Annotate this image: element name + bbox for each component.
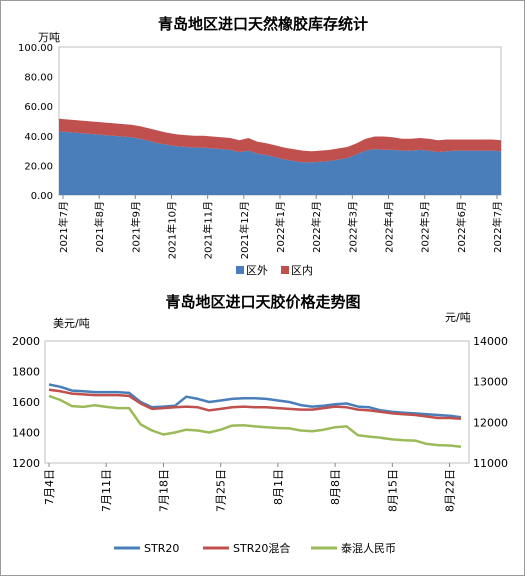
stock-chart: 青岛地区进口天然橡胶库存统计 万吨 0.00 20.00 40.00 60.00 80.… bbox=[18, 15, 504, 277]
stock-y-tick-label: 100.00 bbox=[18, 43, 53, 54]
price-legend-label: STR20 bbox=[144, 542, 179, 555]
price-y-tick-label: 2000 bbox=[12, 335, 40, 348]
price-chart-left-unit: 美元/吨 bbox=[53, 317, 90, 330]
price-y-tick-label: 1200 bbox=[12, 457, 40, 470]
stock-x-tick-label: 2021年10月 bbox=[166, 201, 179, 259]
stock-chart-y-unit: 万吨 bbox=[38, 31, 60, 44]
price-legend-label: 泰混人民币 bbox=[341, 541, 396, 555]
stock-y-tick-label: 20.00 bbox=[24, 161, 53, 172]
stock-chart-title: 青岛地区进口天然橡胶库存统计 bbox=[158, 15, 368, 33]
price-chart: 青岛地区进口天胶价格走势图 美元/吨 元/吨 1200 1400 1600 1800 2… bbox=[12, 293, 508, 555]
stock-areas bbox=[59, 118, 501, 195]
price-y-tick-label: 1400 bbox=[12, 427, 40, 440]
price-y2-tick-label: 11000 bbox=[473, 457, 508, 470]
stock-x-tick-label: 2021年11月 bbox=[202, 201, 215, 259]
stock-area-inner bbox=[59, 118, 501, 163]
price-x-tick-label: 7月11日 bbox=[100, 469, 113, 512]
price-x-tick-label: 8月8日 bbox=[329, 469, 342, 505]
price-y2-ticks: 11000 12000 13000 14000 bbox=[473, 335, 508, 470]
price-y-tick-label: 1600 bbox=[12, 396, 40, 409]
stock-legend: 区外 区内 bbox=[236, 263, 313, 277]
price-x-tick-label: 8月1日 bbox=[272, 469, 285, 505]
stock-x-tick-label: 2022年5月 bbox=[419, 201, 432, 253]
stock-legend-swatch bbox=[236, 266, 244, 274]
stock-y-tick-label: 80.00 bbox=[24, 73, 53, 84]
stock-x-tick-label: 2021年12月 bbox=[238, 201, 251, 259]
stock-y-tick-label: 0.00 bbox=[31, 191, 53, 202]
price-legend-label: STR20混合 bbox=[233, 541, 290, 555]
stock-y-ticks: 0.00 20.00 40.00 60.00 80.00 100.00 bbox=[18, 43, 53, 202]
price-x-tick-label: 8月15日 bbox=[386, 469, 399, 512]
stock-x-tick-label: 2022年1月 bbox=[274, 201, 287, 253]
price-x-tick-label: 7月18日 bbox=[157, 469, 170, 512]
price-y-ticks: 1200 1400 1600 1800 2000 bbox=[12, 335, 40, 470]
stock-x-tick-label: 2022年4月 bbox=[383, 201, 396, 253]
price-x-tick-label: 7月4日 bbox=[43, 469, 56, 505]
stock-x-tick-label: 2022年7月 bbox=[491, 201, 504, 253]
stock-x-tick-label: 2022年2月 bbox=[310, 201, 323, 253]
price-y2-tick-label: 12000 bbox=[473, 416, 508, 429]
price-chart-right-unit: 元/吨 bbox=[445, 311, 471, 324]
price-x-tick-label: 8月22日 bbox=[444, 469, 457, 512]
stock-legend-swatch bbox=[281, 266, 289, 274]
stock-legend-label: 区内 bbox=[291, 263, 313, 277]
stock-x-tick-label: 2021年7月 bbox=[57, 201, 70, 253]
price-line-2 bbox=[48, 394, 462, 448]
price-y2-tick-label: 13000 bbox=[473, 376, 508, 389]
price-y2-tick-label: 14000 bbox=[473, 335, 508, 348]
stock-x-tick-label: 2021年8月 bbox=[93, 201, 106, 253]
price-x-tick-label: 7月25日 bbox=[215, 469, 228, 512]
stock-x-ticks: 2021年7月 2021年8月 2021年9月 2021年10月 2021年11月 202… bbox=[57, 195, 504, 259]
price-chart-title: 青岛地区进口天胶价格走势图 bbox=[165, 293, 360, 311]
price-line-1 bbox=[48, 388, 462, 421]
stock-x-tick-label: 2022年6月 bbox=[455, 201, 468, 253]
stock-x-tick-label: 2022年3月 bbox=[346, 201, 359, 253]
price-lines bbox=[48, 383, 462, 448]
stock-area-outer bbox=[59, 131, 501, 195]
price-plot-area bbox=[44, 340, 470, 464]
stock-y-tick-label: 40.00 bbox=[24, 132, 53, 143]
stock-legend-label: 区外 bbox=[246, 264, 268, 277]
stock-x-tick-label: 2021年9月 bbox=[129, 201, 142, 253]
price-line-0 bbox=[48, 383, 462, 419]
price-legend: STR20 STR20混合 泰混人民币 bbox=[114, 541, 396, 555]
price-x-ticks: 7月4日 7月11日 7月18日 7月25日 8月1日 8月8日 8月15日 8月22日 bbox=[43, 463, 457, 512]
stock-y-tick-label: 60.00 bbox=[24, 102, 53, 113]
price-y-tick-label: 1800 bbox=[12, 366, 40, 379]
